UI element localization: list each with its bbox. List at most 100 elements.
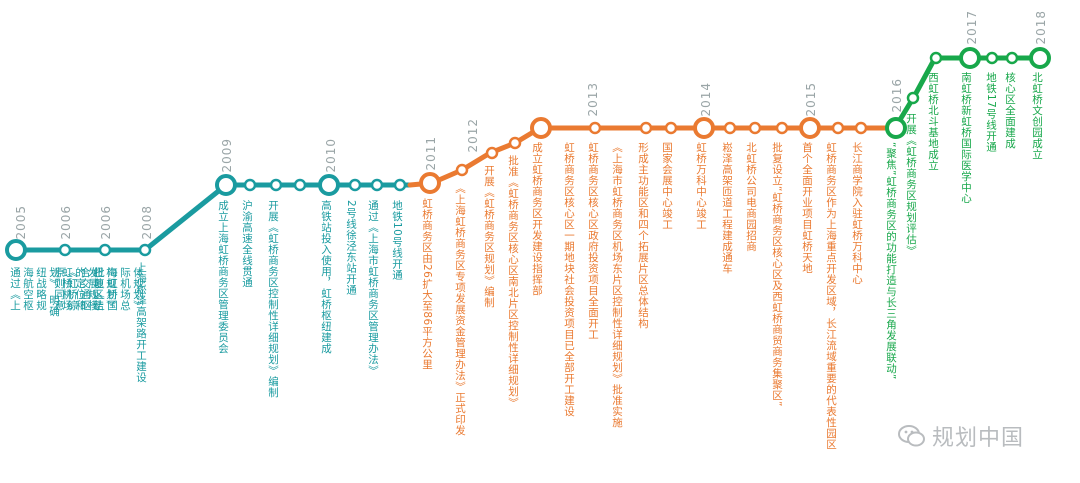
timeline-node [885,117,907,139]
timeline-node [906,91,920,105]
timeline-node [419,172,441,194]
event-e2016c: 西虹桥北斗基地成立 [926,72,939,171]
event-e2006b: 批复《上 海虹桥国 际机场总 体规划》 [92,267,144,311]
timeline-node [588,121,602,135]
event-text: 批复设立“虹桥商务区核心区及西虹桥商贸商务集聚区” [771,142,783,407]
timeline-node [929,51,943,65]
timeline-node [639,121,653,135]
event-e2009c: 开展《虹桥商务区控制性详细规划》编制 [266,200,279,398]
year-label: 2013 [586,82,600,117]
event-text: 开展《虹桥商务区规划》编制 [483,165,495,308]
event-text: 纽地区结 [92,267,104,311]
event-e2013a: 虹桥商务区核心区一期地块社会投资项目已全部开工建设 [562,142,575,417]
timeline-node [854,121,868,135]
event-text: 海虹桥国 [106,267,118,311]
event-text: 批复《上 [93,267,105,311]
timeline-node [98,243,112,257]
timeline-node [693,117,715,139]
event-e2012c: 成立虹桥商务区开发建设指挥部 [530,142,543,296]
event-e2017b: 地铁17号线开通 [984,72,997,152]
timeline-node [138,243,152,257]
event-e2014e: 批复设立“虹桥商务区核心区及西虹桥商贸商务集聚区” [770,142,783,407]
timeline-node [799,117,821,139]
event-e2010a: 高铁站投入使用，虹桥枢纽建成 [319,200,332,354]
watermark-text: 规划中国 [932,426,1025,451]
event-text: 北虹桥公司电商园招商 [745,142,757,252]
year-label: 2008 [140,205,154,240]
wechat-icon [898,425,925,447]
event-e2015a: 首个全面开业项目虹桥天地 [800,142,813,274]
event-text: 上海崧泽高架路开工建设 [135,262,147,383]
event-e2015b: 虹桥商务区作为上海重点开发区域，长江流域重要的代表性园区 [824,142,837,450]
event-e2016b: 开展《虹桥商务区规划评估》 [904,113,917,256]
timeline-node [664,121,678,135]
timeline-node [5,239,27,261]
event-text: 成立虹桥商务区开发建设指挥部 [531,142,543,296]
event-e2016a: “聚焦”虹桥商务区的功能打造与长三角发展联动” [884,142,897,380]
event-text: 长江商学院入驻虹桥万科中心 [851,142,863,285]
year-label: 2009 [220,138,234,173]
event-text: 虹桥商务区由26扩大至86平方公里 [421,198,433,370]
year-label: 2010 [324,138,338,173]
year-label: 2006 [59,205,73,240]
timeline-node [831,121,845,135]
event-text: 开展《虹桥商务区规划评估》 [905,113,917,256]
timeline-nodes [5,47,1051,261]
event-e2012a: 开展《虹桥商务区规划》编制 [482,165,495,308]
event-text: 纽战略规 [35,267,47,311]
timeline-node [243,178,257,192]
event-text: 《上海虹桥商务区专项发展资金管理办法》正式印发 [454,183,466,436]
timeline-node [318,174,340,196]
timeline-node [530,117,552,139]
event-text: 划》，明确 [48,267,60,317]
timeline-node [959,47,981,69]
event-text: 北虹桥文创园成立 [1031,72,1043,160]
event-text: 2号线徐泾东站开通 [345,200,357,296]
event-e2010b: 2号线徐泾东站开通 [344,200,357,295]
event-text: 开展《虹桥商务区控制性详细规划》编制 [267,200,279,398]
event-e2014b: 虹桥万科中心竣工 [694,142,707,230]
year-label: 2018 [1034,10,1048,45]
event-e2006a: 原则同意 《虹桥综 合交通枢 纽地区结 构规划》 [52,267,117,311]
event-text: 批准《虹桥商务区核心区南北片区控制性详细规划》 [507,155,519,408]
timeline-node [1029,47,1051,69]
event-e2014a: 国家会展中心竣工 [660,142,673,230]
event-e2009b: 沪渝高速全线贯通 [240,200,253,288]
event-text: 际机场总 [119,267,131,311]
event-text: 虹桥商务区核心区一期地块社会投资项目已全部开工建设 [563,142,575,417]
event-text: 虹桥万科中心竣工 [695,142,707,230]
event-e2010c: 通过《上海市虹桥商务区管理办法》 [366,200,379,376]
event-e2008: 上海崧泽高架路开工建设 [134,262,147,383]
event-e2010d: 地铁10号线开通 [390,200,403,280]
event-text: 核心区全面建成 [1004,72,1016,149]
year-label: 2011 [424,136,438,171]
event-text: 首个全面开业项目虹桥天地 [801,142,813,274]
event-e2009a: 成立上海虹桥商务区管理委员会 [216,200,229,354]
event-text: 地铁10号线开通 [391,200,403,281]
timeline-node [293,178,307,192]
event-text: 《虹桥综 [66,267,78,311]
timeline-node [1005,51,1019,65]
timeline-node [748,121,762,135]
event-text: 虹桥商务区核心区政府投资项目全面开工 [587,142,599,340]
event-e2013c: 《上海市虹桥商务区机场东片区控制性详细规划》批准实施 [610,142,623,428]
event-e2014c: 崧泽高架匝道工程建成通车 [720,142,733,274]
timeline-node [58,243,72,257]
timeline-node [215,174,237,196]
event-e2012b: 批准《虹桥商务区核心区南北片区控制性详细规划》 [506,155,519,408]
event-e2013b: 虹桥商务区核心区政府投资项目全面开工 [586,142,599,340]
event-text: 高铁站投入使用，虹桥枢纽建成 [320,200,332,354]
watermark: 规划中国 [898,420,1024,452]
event-text: 沪渝高速全线贯通 [241,200,253,288]
event-text: 西虹桥北斗基地成立 [927,72,939,171]
timeline-node [393,178,407,192]
timeline-node [455,163,469,177]
event-e2013d: 形成主功能区和四个拓展片区总体结构 [636,142,649,329]
event-e2005: 通过《上 海航空枢 纽战略规 划》，明确 虹桥机场 的定位和 发展规模 [8,267,99,317]
event-text: 体规划》 [132,267,144,311]
event-text: 国家会展中心竣工 [661,142,673,230]
event-text: 地铁17号线开通 [985,72,997,153]
event-text: 《上海市虹桥商务区机场东片区控制性详细规划》批准实施 [611,142,623,428]
event-text: “聚焦”虹桥商务区的功能打造与长三角发展联动” [885,142,897,380]
